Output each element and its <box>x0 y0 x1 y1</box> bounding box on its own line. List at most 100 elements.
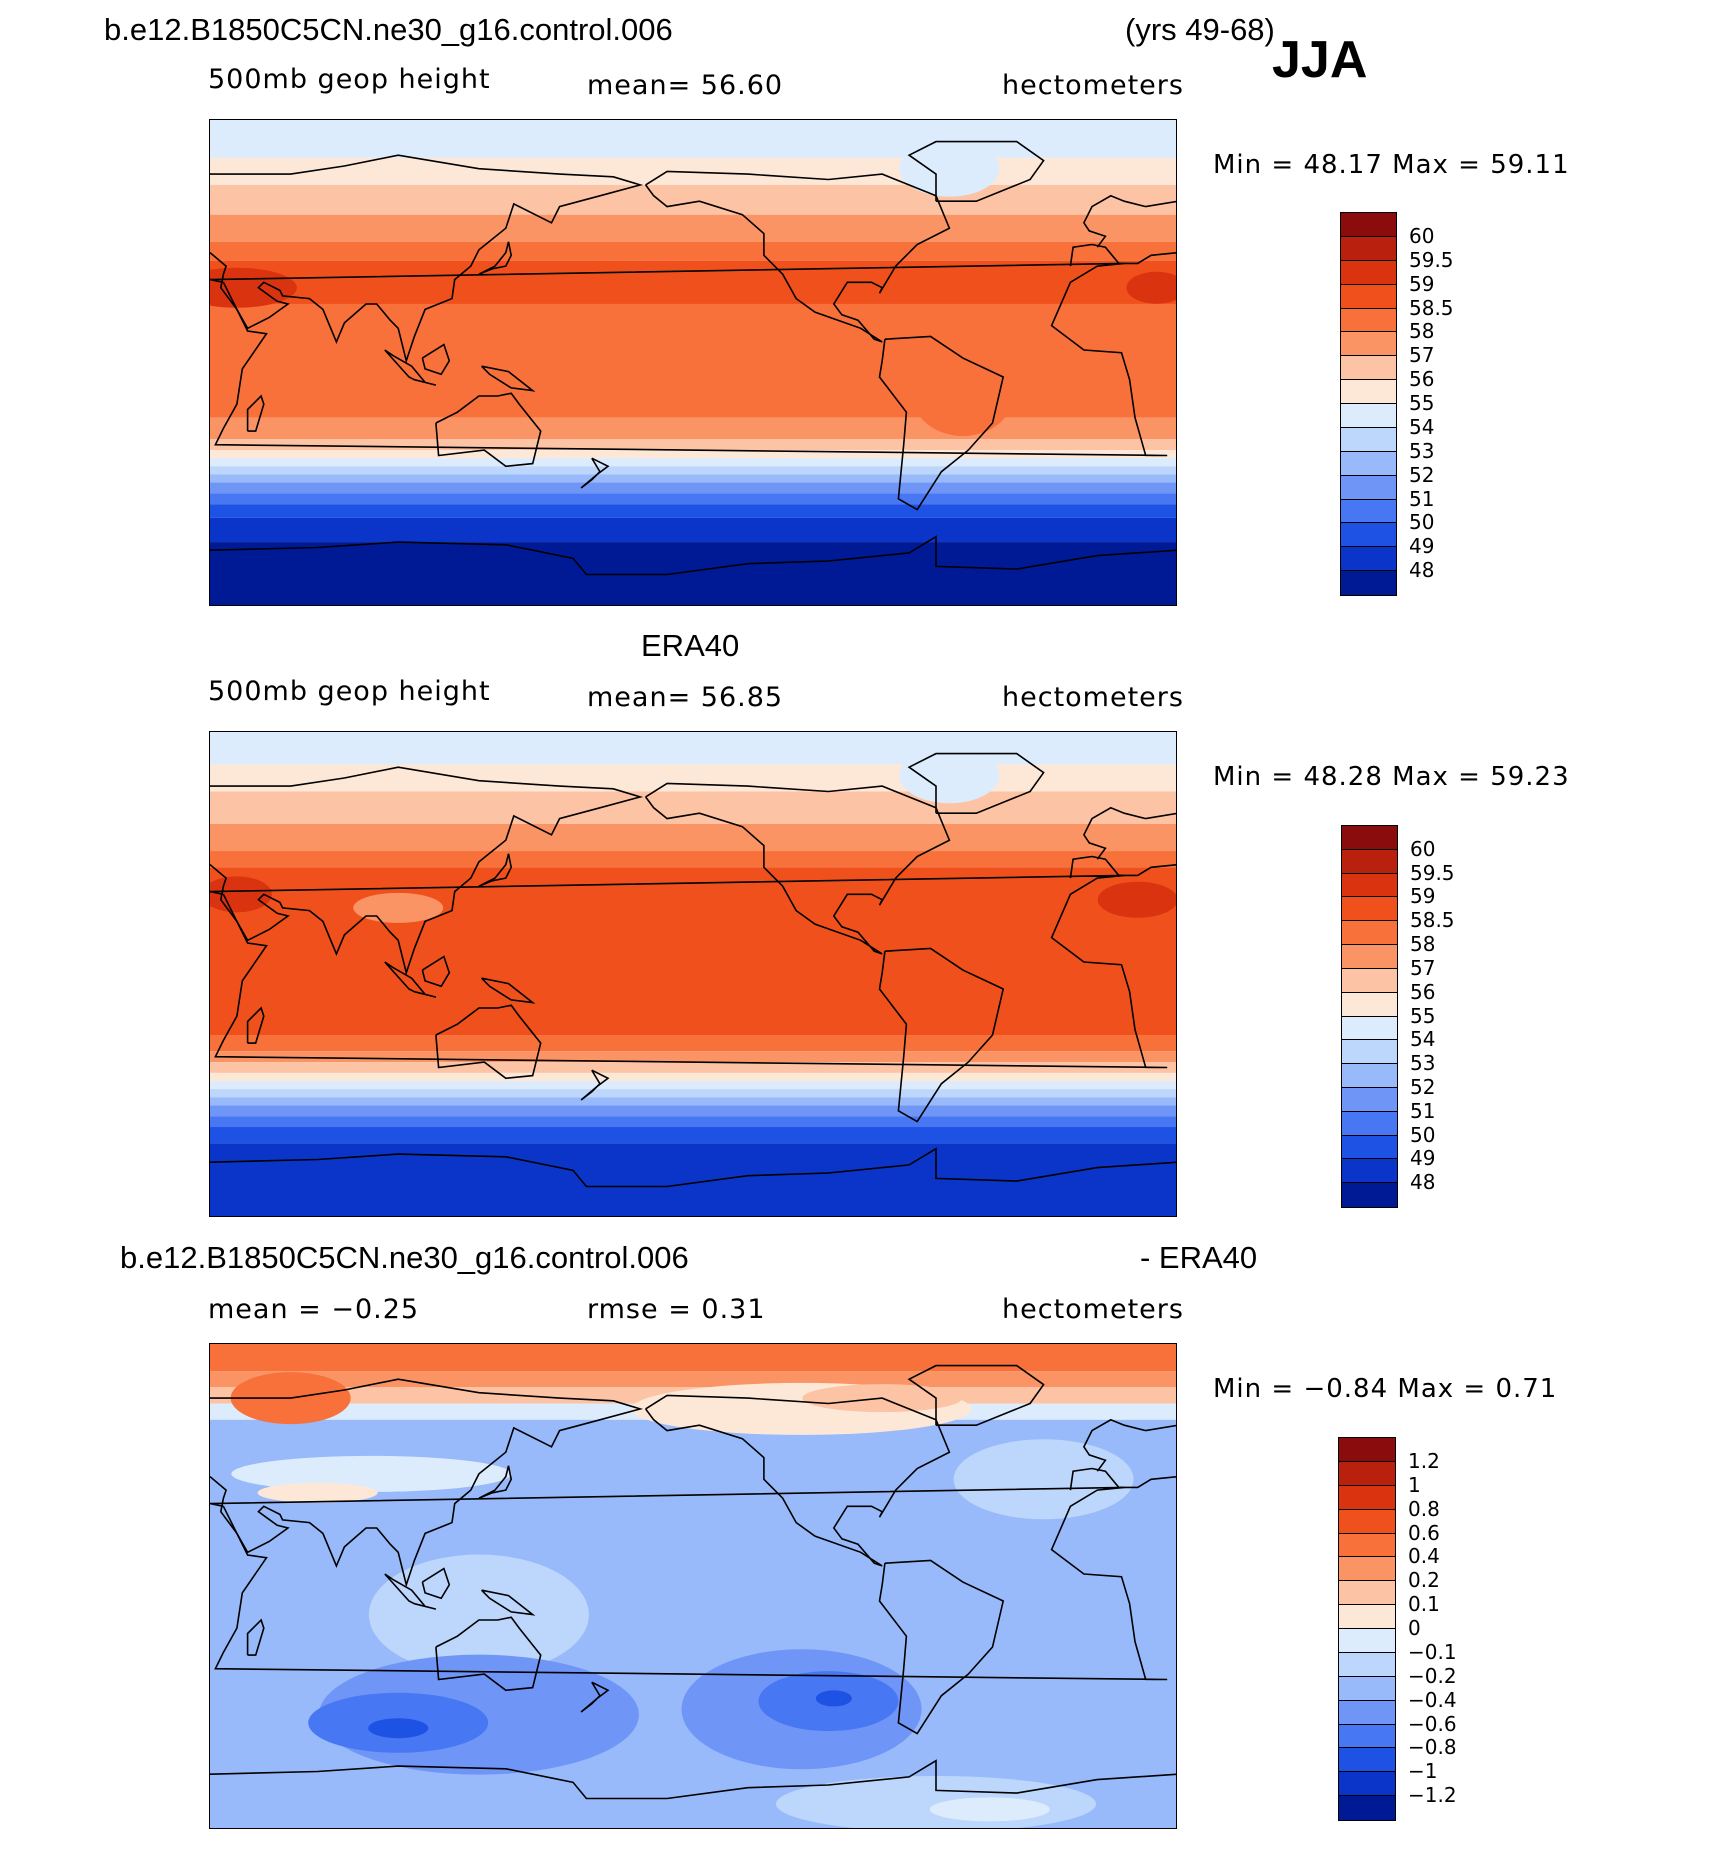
colorbar-swatch <box>1342 826 1397 850</box>
coastline <box>1069 243 1176 267</box>
contour-blob <box>899 140 1000 197</box>
contour-band <box>210 1143 1176 1216</box>
contour-band <box>210 417 1176 440</box>
colorbar-swatch <box>1341 523 1396 548</box>
colorbar-swatch <box>1342 1135 1397 1160</box>
colorbar-tick-label: 51 <box>1410 1098 1436 1123</box>
contour-band <box>210 450 1176 459</box>
coastline <box>1082 806 1176 860</box>
colorbar-tick-label: 54 <box>1410 1027 1436 1052</box>
colorbar-tick-label: 0.4 <box>1408 1544 1440 1569</box>
coastline <box>580 1681 610 1713</box>
colorbar-swatch <box>1339 1485 1395 1510</box>
colorbar-swatch <box>1342 1111 1397 1136</box>
colorbar-swatch <box>1339 1796 1395 1820</box>
colorbar-tick-label: 53 <box>1409 438 1435 463</box>
contour-band <box>210 1105 1176 1117</box>
contour-band <box>210 823 1176 852</box>
colorbar-tick-label: 56 <box>1409 367 1435 392</box>
coastline <box>210 874 1168 1069</box>
panel1-units: hectometers <box>1002 70 1184 101</box>
contour-band <box>210 1127 1176 1144</box>
colorbar-tick-label: 59.5 <box>1410 860 1455 885</box>
contour-band <box>210 1051 1176 1063</box>
contour-blob <box>368 1554 589 1675</box>
panel1-years: (yrs 49-68) <box>1125 12 1275 47</box>
coastline <box>384 349 437 386</box>
coastline <box>481 365 536 392</box>
contour-band <box>210 732 1176 765</box>
colorbar-tick-label: 59 <box>1409 271 1435 296</box>
colorbar-swatch <box>1341 547 1396 572</box>
colorbar-tick-label: 58.5 <box>1409 295 1454 320</box>
coastline <box>384 1573 437 1610</box>
colorbar-swatch <box>1342 1183 1397 1207</box>
contour-blob <box>929 1797 1050 1822</box>
colorbar-tick-label: 58 <box>1409 319 1435 344</box>
colorbar-swatch <box>1341 380 1396 404</box>
contour-band <box>210 482 1176 494</box>
colorbar-swatch <box>1342 1159 1397 1184</box>
colorbar-tick-label: −0.2 <box>1408 1663 1457 1688</box>
coastline <box>435 1616 542 1692</box>
panel2-variable: 500mb geop height <box>208 676 491 707</box>
colorbar-swatch <box>1339 1652 1395 1677</box>
colorbar-tick-label: −0.6 <box>1408 1711 1457 1736</box>
colorbar-tick-label: 48 <box>1410 1170 1436 1195</box>
colorbar-swatch <box>1341 451 1396 476</box>
colorbar-swatch <box>1341 236 1396 261</box>
coastline <box>246 394 265 432</box>
contour-band <box>210 120 1176 158</box>
coastline <box>580 1069 610 1101</box>
contour-blob <box>437 1506 898 1587</box>
contour-blob <box>368 1718 429 1739</box>
colorbar-tick-label: 56 <box>1410 979 1436 1004</box>
colorbar-swatch <box>1341 404 1396 428</box>
colorbar-swatch <box>1341 260 1396 285</box>
colorbar-tick-label: 48 <box>1409 558 1435 583</box>
contour-band <box>210 1097 1176 1106</box>
colorbar-swatch <box>1342 1087 1397 1112</box>
contour-band <box>210 1089 1176 1098</box>
contour-blob <box>257 1482 378 1503</box>
contour-band <box>210 458 1176 467</box>
coastline <box>481 1589 536 1616</box>
panel2-min-max: Min = 48.28 Max = 59.23 <box>1213 762 1570 792</box>
contour-blob <box>231 1455 512 1492</box>
coastline <box>210 1486 1168 1681</box>
colorbar-swatch <box>1339 1438 1395 1462</box>
contour-band <box>210 214 1176 242</box>
contour-band <box>210 241 1176 261</box>
contour-band <box>210 791 1176 824</box>
panel2-map <box>209 731 1177 1217</box>
colorbar-tick-label: 53 <box>1410 1051 1436 1076</box>
contour-band <box>210 1062 1176 1073</box>
colorbar-tick-label: −0.4 <box>1408 1687 1457 1712</box>
contour-band <box>210 1072 1176 1082</box>
contour-blob <box>953 1439 1134 1520</box>
coastline <box>644 782 951 955</box>
contour-band <box>210 439 1176 451</box>
colorbar-swatch <box>1339 1772 1395 1797</box>
colorbar-swatch <box>1341 284 1396 309</box>
panel1-min-max: Min = 48.17 Max = 59.11 <box>1213 150 1570 180</box>
panel1-colorbar <box>1340 212 1397 596</box>
panel3-rmse: rmse = 0.31 <box>587 1294 766 1325</box>
colorbar-swatch <box>1341 213 1396 237</box>
contour-band <box>210 867 1176 1036</box>
colorbar-swatch <box>1341 356 1396 381</box>
coastline <box>421 343 451 376</box>
contour-blob <box>1097 881 1176 918</box>
coastline <box>1082 194 1176 248</box>
contour-band <box>210 260 1176 304</box>
colorbar-tick-label: 60 <box>1410 836 1436 861</box>
colorbar-tick-label: 0.8 <box>1408 1496 1440 1521</box>
panel2-mean: mean= 56.85 <box>587 682 784 713</box>
contour-band <box>210 851 1176 868</box>
colorbar-tick-label: 51 <box>1409 486 1435 511</box>
panel1-mean: mean= 56.60 <box>587 70 784 101</box>
colorbar-swatch <box>1339 1629 1395 1653</box>
colorbar-swatch <box>1341 499 1396 524</box>
coastline <box>210 535 1176 576</box>
colorbar-swatch <box>1339 1533 1395 1558</box>
